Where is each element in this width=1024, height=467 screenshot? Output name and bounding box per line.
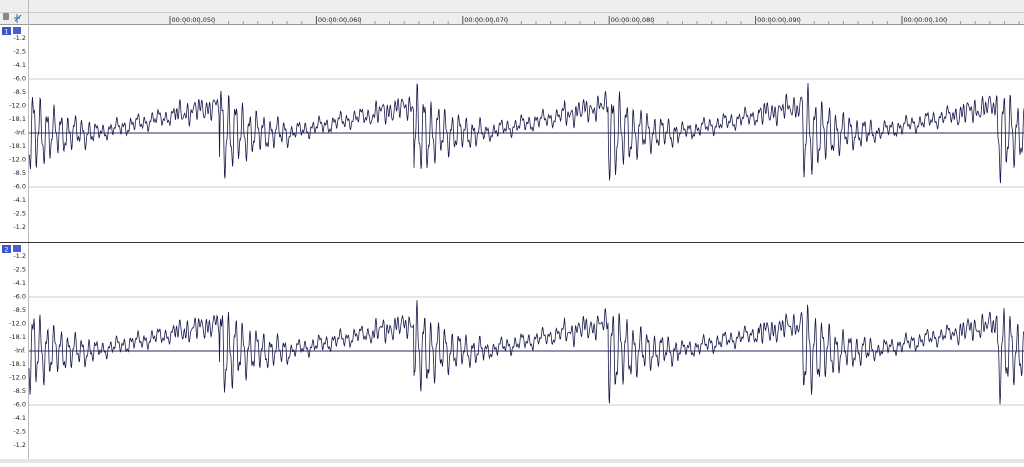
channel-badge[interactable]	[2, 27, 11, 35]
ruler-label: 00:00:00,100	[904, 16, 948, 24]
scale-label: -Inf.	[14, 129, 26, 137]
ruler-label: 00:00:00,090	[757, 16, 801, 24]
ruler-label: 00:00:00,080	[611, 16, 655, 24]
scale-label: -1.2	[13, 441, 26, 449]
scale-label: -6.0	[13, 183, 26, 191]
scale-label: -6.0	[13, 293, 26, 301]
ruler-label: 00:00:00,070	[464, 16, 508, 24]
channel-badge[interactable]	[2, 245, 11, 253]
channel-label: 1	[4, 28, 8, 36]
scale-label: -8.5	[13, 169, 26, 177]
scrollbar[interactable]	[0, 459, 1024, 463]
scale-label: -18.1	[9, 333, 26, 341]
channel-label: 2	[4, 246, 8, 254]
scale-label: -1.2	[13, 252, 26, 260]
scale-label: -4.1	[13, 414, 26, 422]
scale-label: -4.1	[13, 279, 26, 287]
scale-label: -12.0	[9, 156, 26, 164]
waveform	[28, 83, 1024, 184]
scale-label: -12.0	[9, 320, 26, 328]
ruler-label: 00:00:00,050	[172, 16, 216, 24]
scale-label: -2.5	[13, 428, 26, 436]
scale-label: -6.0	[13, 75, 26, 83]
scale-label: -12.0	[9, 374, 26, 382]
channel-button[interactable]	[13, 27, 21, 34]
scale-label: -12.0	[9, 102, 26, 110]
channel-button[interactable]	[13, 245, 21, 252]
scale-label: -1.2	[13, 223, 26, 231]
waveform	[28, 300, 1024, 405]
scale-label: -4.1	[13, 61, 26, 69]
scale-label: -8.5	[13, 387, 26, 395]
scale-label: -2.5	[13, 48, 26, 56]
scale-label: -Inf.	[14, 347, 26, 355]
scale-label: -8.5	[13, 88, 26, 96]
scale-label: -18.1	[9, 115, 26, 123]
scale-label: -18.1	[9, 142, 26, 150]
snap-icon[interactable]	[14, 14, 22, 23]
scale-label: -4.1	[13, 196, 26, 204]
ruler-label: 00:00:00,060	[318, 16, 362, 24]
scale-label: -2.5	[13, 210, 26, 218]
scale-label: -18.1	[9, 360, 26, 368]
scale-label: -8.5	[13, 306, 26, 314]
lock-icon[interactable]	[3, 13, 9, 20]
scale-label: -2.5	[13, 266, 26, 274]
scale-label: -6.0	[13, 401, 26, 409]
scale-label: -1.2	[13, 34, 26, 42]
